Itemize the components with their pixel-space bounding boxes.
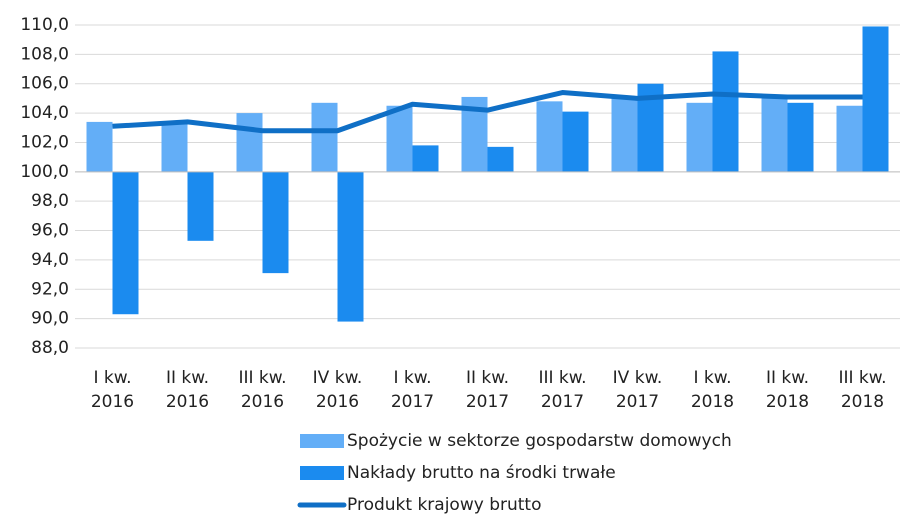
x-tick-line: 2018 xyxy=(841,392,884,412)
x-tick-line: IV kw. xyxy=(613,368,663,388)
y-tick-label: 90,0 xyxy=(31,309,69,329)
x-tick-line: III kw. xyxy=(538,368,586,388)
bar xyxy=(412,145,439,172)
x-tick-label: II kw. 2017 xyxy=(466,368,509,412)
y-tick-label: 100,0 xyxy=(20,162,69,182)
legend-label: Produkt krajowy brutto xyxy=(347,495,541,514)
x-tick-line: 2016 xyxy=(241,392,284,412)
legend-label: Nakłady brutto na środki trwałe xyxy=(347,463,616,483)
x-tick-line: I kw. xyxy=(93,368,131,388)
bar xyxy=(787,102,814,172)
line-series xyxy=(112,90,863,134)
x-tick-label: I kw. 2017 xyxy=(391,368,434,412)
y-tick-label: 92,0 xyxy=(31,279,69,299)
x-tick-line: I kw. xyxy=(393,368,431,388)
x-tick-line: II kw. xyxy=(766,368,809,388)
x-tick-label: III kw. 2018 xyxy=(838,368,886,412)
bar xyxy=(862,26,889,172)
y-tick-label: 94,0 xyxy=(31,250,69,270)
legend-label: Spożycie w sektorze gospodarstw domowych xyxy=(347,431,732,451)
y-tick-label: 88,0 xyxy=(31,338,69,358)
legend-swatch xyxy=(300,466,344,480)
bar xyxy=(836,105,863,172)
x-tick-label: III kw. 2017 xyxy=(538,368,586,412)
x-tick-label: IV kw. 2017 xyxy=(613,368,663,412)
x-tick-line: 2017 xyxy=(391,392,434,412)
x-tick-line: III kw. xyxy=(838,368,886,388)
x-tick-label: I kw. 2016 xyxy=(91,368,134,412)
x-tick-line: 2017 xyxy=(466,392,509,412)
x-tick-line: I kw. xyxy=(693,368,731,388)
bar xyxy=(161,123,188,172)
x-tick-line: 2018 xyxy=(691,392,734,412)
x-tick-line: III kw. xyxy=(238,368,286,388)
x-tick-line: 2017 xyxy=(541,392,584,412)
bar xyxy=(112,171,139,315)
bar xyxy=(386,105,413,172)
y-tick-label: 102,0 xyxy=(20,132,69,152)
x-tick-label: I kw. 2018 xyxy=(691,368,734,412)
bar xyxy=(761,98,788,172)
bar xyxy=(712,51,739,172)
x-tick-label: III kw. 2016 xyxy=(238,368,286,412)
x-tick-line: 2017 xyxy=(616,392,659,412)
bar xyxy=(236,113,263,172)
x-tick-line: 2016 xyxy=(91,392,134,412)
x-tick-line: 2016 xyxy=(166,392,209,412)
bar xyxy=(562,111,589,172)
bar xyxy=(536,101,563,172)
y-tick-label: 106,0 xyxy=(20,74,69,94)
x-tick-label: II kw. 2016 xyxy=(166,368,209,412)
legend-swatch xyxy=(300,434,344,448)
x-tick-line: 2018 xyxy=(766,392,809,412)
bar xyxy=(611,98,638,172)
bar xyxy=(187,171,214,241)
bar xyxy=(86,121,113,172)
bar xyxy=(337,171,364,322)
x-tick-label: II kw. 2018 xyxy=(766,368,809,412)
bar xyxy=(262,171,289,274)
bar xyxy=(487,146,514,172)
x-tick-line: IV kw. xyxy=(313,368,363,388)
y-tick-label: 110,0 xyxy=(20,15,69,35)
y-tick-label: 98,0 xyxy=(31,191,69,211)
y-tick-label: 104,0 xyxy=(20,103,69,123)
x-tick-line: II kw. xyxy=(466,368,509,388)
x-tick-line: 2016 xyxy=(316,392,359,412)
x-tick-label: IV kw. 2016 xyxy=(313,368,363,412)
bar xyxy=(686,102,713,172)
y-tick-label: 96,0 xyxy=(31,221,69,241)
bar xyxy=(311,102,338,172)
x-tick-line: II kw. xyxy=(166,368,209,388)
y-tick-label: 108,0 xyxy=(20,44,69,64)
